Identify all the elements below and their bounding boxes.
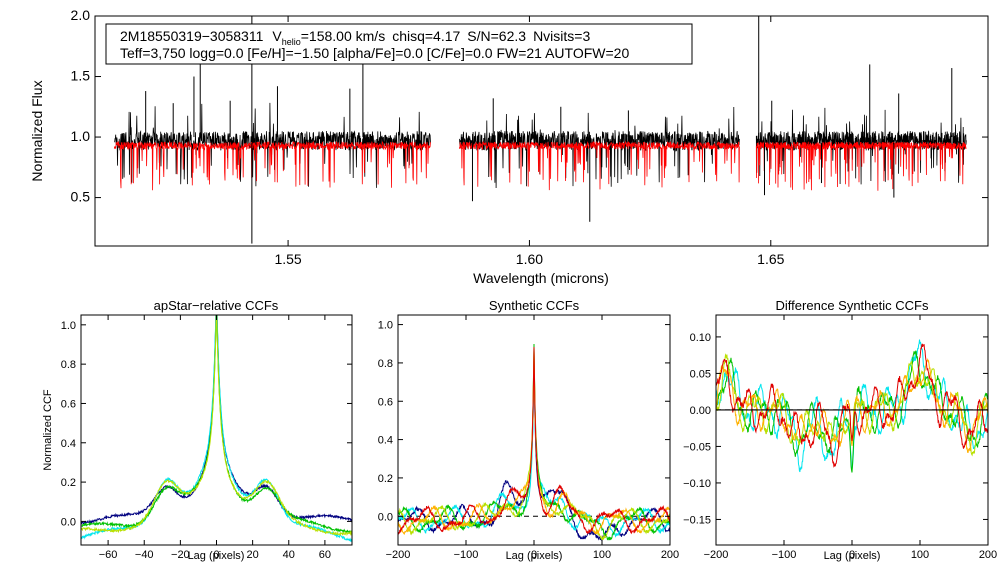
difference-ccf-ticks: −200 −100 0 100 200 −0.15 −0.10 −0.05 0.00 0.05 0.… [683,315,997,561]
apstar-ccf-xtick-label-3: 0 [213,549,219,561]
synthetic-ccf-xtick-label-4: 200 [661,549,679,561]
spectrum-xtick-label-1: 1.60 [516,251,543,267]
apstar-ccf-ytick-label-4: 0.8 [61,359,76,371]
synthetic-ccf-ticks: −200 −100 0 100 200 0.0 0.2 0.4 0.6 0.8 1.0 [378,315,679,561]
difference-ccf-ytick-label-4: 0.05 [690,368,711,380]
apstar-ccf-xtick-label-1: −40 [135,549,154,561]
star-id: 2M18550319−3058311 [120,28,264,44]
difference-ccf-title: Difference Synthetic CCFs [776,298,929,313]
spectrum-xtick-label-2: 1.65 [757,251,784,267]
apstar-ccf-xlabel: Lag (pixels) [188,550,245,562]
difference-ccf-ytick-label-3: 0.00 [690,405,711,417]
spectrum-frame [94,15,989,247]
vhelio-subscript: helio [282,37,301,47]
synthetic-ccf-xtick-label-2: 0 [531,549,537,561]
apstar-ccf-panel: −60 −40 −20 0 20 40 60 0.0 0.2 0.4 0.6 0.8 1.0 apSta… [42,298,353,562]
difference-ccf-ytick-label-0: −0.15 [683,514,711,526]
apstar-ccf-ytick-label-1: 0.2 [61,477,76,489]
apstar-ccf-ytick-label-0: 0.0 [61,516,76,528]
spectrum-axis-ticks: 1.55 1.60 1.65 0.5 1.0 1.5 2.0 [71,7,988,267]
apstar-ccf-ylabel: Normalized CCF [42,389,54,471]
difference-ccf-xtick-label-1: −100 [772,549,797,561]
difference-ccf-series-diff-orange [716,357,988,453]
difference-ccf-xtick-label-2: 0 [849,549,855,561]
synthetic-ccf-ytick-label-0: 0.0 [378,511,393,523]
spectrum-ylabel: Normalized Flux [29,80,45,181]
apstar-ccf-xtick-label-0: −60 [99,549,118,561]
apstar-ccf-ytick-label-5: 1.0 [61,320,76,332]
apstar-ccf-series-visit-yellowgreen [81,315,352,537]
spectrum-ytick-label-2: 1.5 [71,68,91,84]
spectrum-ytick-label-1: 1.0 [71,128,91,144]
spectrum-ytick-label-3: 2.0 [71,7,91,23]
apstar-ccf-xtick-label-2: −20 [171,549,190,561]
synthetic-ccf-xlabel: Lag (pixels) [506,550,563,562]
info-box [105,23,693,65]
synthetic-ccf-ytick-label-1: 0.2 [378,473,393,485]
spectrum-ytick-label-0: 0.5 [71,189,91,205]
difference-ccf-ytick-label-2: −0.05 [683,441,711,453]
apstar-ccf-title: apStar−relative CCFs [154,298,279,313]
spectrum-xlabel: Wavelength (microns) [473,270,609,286]
synthetic-ccf-ytick-label-4: 0.8 [378,358,393,370]
difference-ccf-xtick-label-3: 100 [911,549,929,561]
synthetic-ccf-series-synth-red [398,346,670,535]
spectrum-xtick-label-0: 1.55 [274,251,301,267]
synthetic-ccf-traces [398,343,670,541]
synthetic-ccf-xtick-label-0: −200 [386,549,411,561]
difference-ccf-traces [716,339,988,473]
difference-ccf-panel: −200 −100 0 100 200 −0.15 −0.10 −0.05 0.00 0.05 0.… [683,298,997,562]
apstar-ccf-ticks: −60 −40 −20 0 20 40 60 0.0 0.2 0.4 0.6 0.8 1.0 [61,315,352,561]
vhelio-value: =158.00 km/s [301,28,385,44]
info-line-1: 2M18550319−3058311 Vhelio=158.00 km/s chis… [120,28,590,47]
vhelio-symbol: V [272,28,282,44]
apstar-ccf-series-visit-navy [81,315,352,526]
spectrum-panel: 1.55 1.60 1.65 0.5 1.0 1.5 2.0 2M18550319−3058… [29,7,989,286]
apstar-ccf-xtick-label-5: 40 [283,549,295,561]
synthetic-ccf-ytick-label-2: 0.4 [378,435,393,447]
nvisits-value: Nvisits=3 [533,28,590,44]
apstar-ccf-series-visit-green [81,315,352,534]
info-line-2: Teff=3,750 logg=0.0 [Fe/H]=−1.50 [alpha/… [120,45,629,61]
difference-ccf-xtick-label-4: 200 [979,549,997,561]
spectrum-traces [113,16,967,244]
apstar-ccf-xtick-label-6: 60 [319,549,331,561]
synthetic-ccf-panel: −200 −100 0 100 200 0.0 0.2 0.4 0.6 0.8 1.0 Synthe… [378,298,679,562]
apstar-ccf-ytick-label-3: 0.6 [61,398,76,410]
chisq-value: chisq=4.17 [392,28,460,44]
apstar-ccf-traces [81,315,352,543]
synthetic-ccf-xtick-label-1: −100 [454,549,479,561]
difference-ccf-xlabel: Lag (pixels) [824,550,881,562]
difference-ccf-ytick-label-5: 0.10 [690,332,711,344]
synthetic-ccf-ytick-label-5: 1.0 [378,320,393,332]
apstar-ccf-xtick-label-4: 20 [247,549,259,561]
apstar-ccf-ytick-label-2: 0.4 [61,438,76,450]
sn-value: S/N=62.3 [467,28,526,44]
synthetic-ccf-ytick-label-3: 0.6 [378,396,393,408]
difference-ccf-ytick-label-1: −0.10 [683,478,711,490]
synthetic-ccf-xtick-label-3: 100 [593,549,611,561]
difference-ccf-series-diff-red [716,343,988,468]
difference-ccf-xtick-label-0: −200 [704,549,729,561]
spectrum-series-model [113,140,967,191]
synthetic-ccf-title: Synthetic CCFs [489,298,580,313]
